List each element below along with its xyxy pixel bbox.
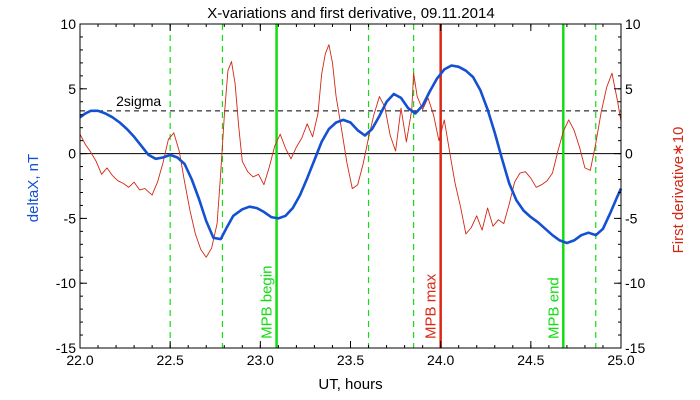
x-axis-label: UT, hours	[318, 376, 382, 393]
y-tick-label-left: -5	[64, 210, 77, 226]
y-tick-label-right: -15	[625, 340, 645, 356]
y-tick-label-left: 5	[68, 81, 76, 97]
reference-lines	[80, 110, 621, 155]
y-tick-label-left: -15	[56, 340, 76, 356]
y-tick-label-right: 5	[625, 81, 633, 97]
y-axis-label-right: First derivative∗10	[670, 127, 687, 254]
x-tick-label: 23.5	[337, 352, 364, 368]
marker-label: MPB end	[545, 277, 562, 339]
y-axis-label-left: deltaX, nT	[25, 154, 42, 222]
y-tick-label-left: 10	[60, 16, 76, 32]
x-tick-label: 25.0	[607, 352, 634, 368]
marker-label: MPB max	[423, 273, 440, 339]
marker-label: MPB begin	[259, 266, 276, 339]
y-tick-label-right: 0	[625, 146, 633, 162]
series-line-derivative	[79, 44, 622, 258]
x-tick-label: 22.5	[157, 352, 184, 368]
x-tick-label: 24.0	[427, 352, 454, 368]
x-tick-label: 24.5	[517, 352, 544, 368]
y-tick-label-left: 0	[68, 146, 76, 162]
axes: 22.0 22.5 23.0 23.5 24.0 24.5 25.0-15 -15-10 -10…	[56, 16, 646, 368]
sigma-label: 2sigma	[116, 93, 161, 109]
chart-title: X-variations and first derivative, 09.11…	[207, 5, 494, 22]
vertical-lines	[169, 24, 597, 348]
series-line-deltax	[79, 64, 623, 245]
series-layer	[79, 44, 623, 258]
x-tick-label: 22.0	[66, 352, 93, 368]
x-tick-label: 23.0	[247, 352, 274, 368]
marker-labels: MPB begin MPB max MPB end	[259, 266, 563, 339]
y-tick-label-left: -10	[56, 275, 76, 291]
y-tick-label-right: 10	[625, 16, 641, 32]
y-tick-label-right: -10	[625, 275, 645, 291]
y-tick-label-right: -5	[625, 210, 638, 226]
